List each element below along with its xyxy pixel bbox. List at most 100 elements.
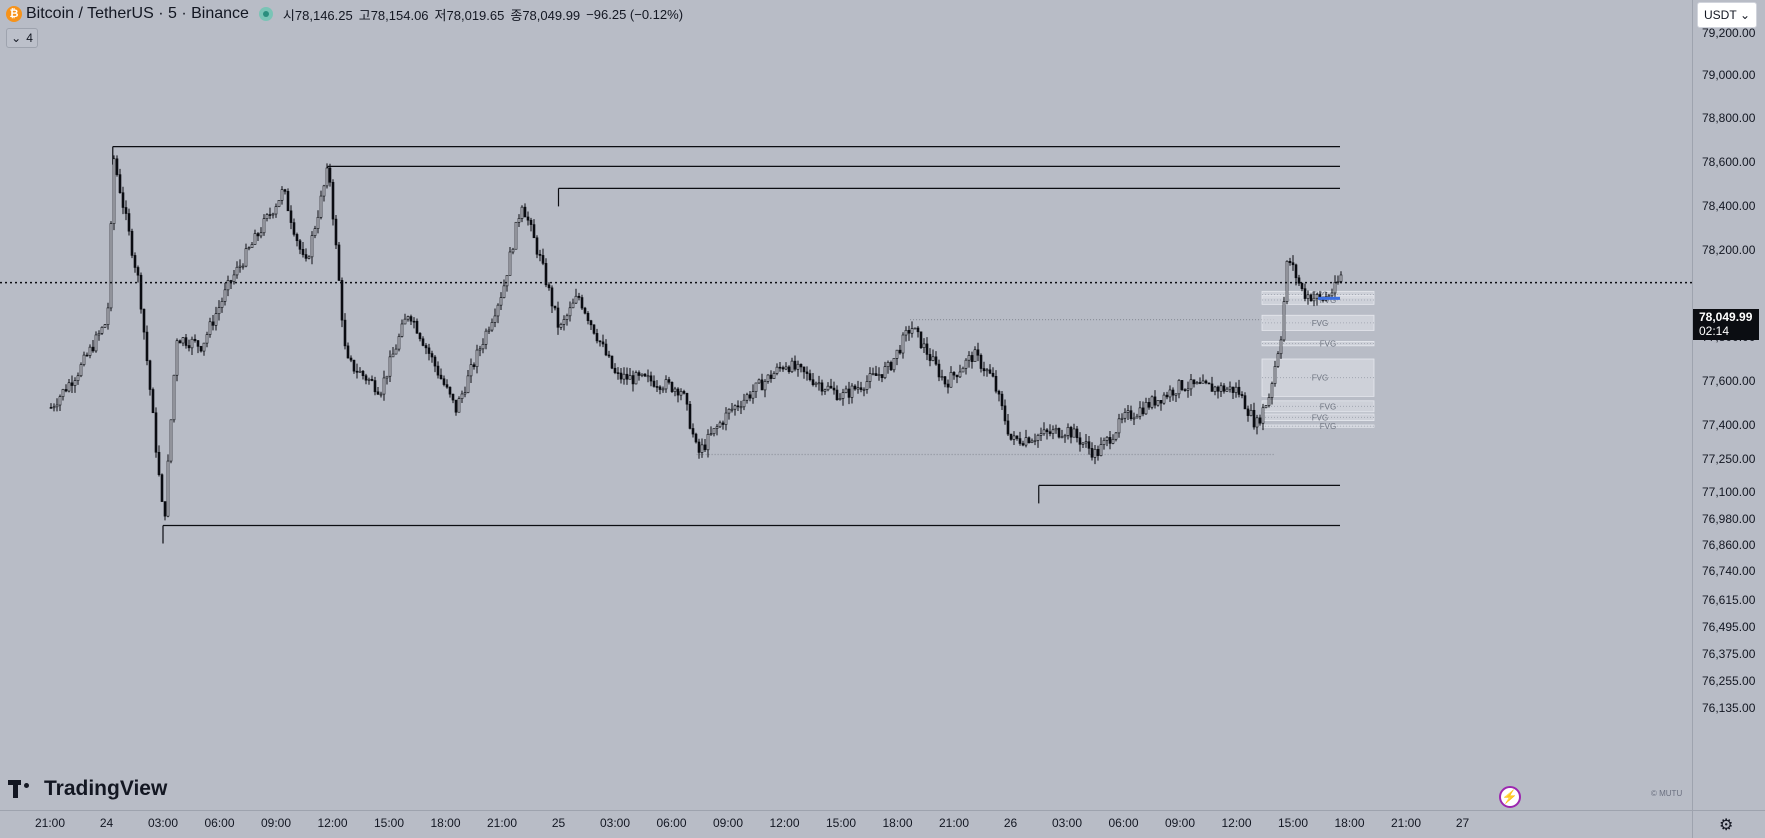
candle-body bbox=[943, 376, 947, 385]
candle-body bbox=[427, 347, 431, 354]
tradingview-logo[interactable]: TradingView bbox=[8, 777, 167, 801]
price-axis[interactable] bbox=[1692, 0, 1765, 810]
candle-body bbox=[505, 275, 509, 287]
candle bbox=[1240, 391, 1244, 399]
candle-body bbox=[790, 360, 794, 372]
candle bbox=[739, 400, 743, 414]
candle bbox=[1015, 435, 1019, 441]
candle bbox=[994, 370, 998, 394]
candle bbox=[1222, 383, 1226, 394]
candle-body bbox=[127, 213, 131, 232]
candle bbox=[973, 346, 977, 362]
candle bbox=[409, 314, 413, 325]
candle-body bbox=[1192, 379, 1196, 385]
candle-body bbox=[1003, 405, 1007, 422]
indicators-toggle[interactable]: ⌄ 4 bbox=[6, 28, 38, 48]
lightning-icon[interactable]: ⚡ bbox=[1499, 786, 1521, 808]
candle-body bbox=[931, 356, 935, 361]
candle bbox=[247, 246, 251, 251]
candle bbox=[1249, 404, 1253, 417]
time-tick-label: 15:00 bbox=[825, 816, 857, 830]
candle-body bbox=[526, 216, 530, 221]
candle-body bbox=[145, 331, 149, 362]
price-tick-label: 78,400.00 bbox=[1702, 199, 1756, 213]
candle-body bbox=[964, 359, 968, 369]
candle-body bbox=[520, 206, 524, 219]
currency-select[interactable]: USDT ⌄ bbox=[1697, 2, 1757, 28]
candle bbox=[127, 208, 131, 236]
candle-body bbox=[97, 333, 101, 336]
candle-body bbox=[448, 386, 452, 395]
candle bbox=[1198, 377, 1202, 385]
candle-body bbox=[1153, 396, 1157, 406]
candle bbox=[421, 336, 425, 347]
candle-body bbox=[514, 221, 518, 250]
time-tick-label: 26 bbox=[1003, 816, 1018, 830]
candle bbox=[1279, 336, 1283, 359]
candle bbox=[805, 366, 809, 381]
candle-body bbox=[391, 353, 395, 358]
candle bbox=[589, 319, 593, 331]
candle bbox=[415, 318, 419, 334]
gear-icon[interactable]: ⚙ bbox=[1719, 817, 1734, 834]
symbol-title[interactable]: Bitcoin / TetherUS · 5 · Binance bbox=[26, 5, 249, 22]
candle-body bbox=[70, 382, 74, 386]
candle-body bbox=[349, 357, 353, 361]
candle-body bbox=[715, 426, 719, 429]
candle bbox=[397, 333, 401, 352]
candle-body bbox=[1129, 410, 1133, 420]
candle bbox=[808, 369, 812, 382]
time-axis[interactable] bbox=[0, 810, 1692, 838]
candle-body bbox=[265, 214, 269, 219]
candle bbox=[883, 361, 887, 380]
candle-body bbox=[913, 327, 917, 330]
candle bbox=[949, 366, 953, 388]
time-tick-label: 09:00 bbox=[260, 816, 292, 830]
candle bbox=[1189, 373, 1193, 396]
candle bbox=[466, 369, 470, 394]
candle-body bbox=[724, 412, 728, 425]
price-chart[interactable]: FVGFVGFVGFVGFVGFVGFVGFVG bbox=[0, 0, 1692, 810]
time-tick-label: 15:00 bbox=[373, 816, 405, 830]
candle-body bbox=[1177, 380, 1181, 395]
candle bbox=[847, 381, 851, 405]
candle-body bbox=[1159, 400, 1163, 404]
candle-body bbox=[55, 404, 59, 408]
market-status-icon[interactable] bbox=[258, 7, 273, 21]
candle-body bbox=[118, 174, 122, 193]
candle bbox=[622, 367, 626, 385]
candle bbox=[724, 407, 728, 431]
candle bbox=[448, 386, 452, 398]
candle-body bbox=[958, 371, 962, 378]
candle-body bbox=[907, 330, 911, 334]
candle bbox=[886, 360, 890, 374]
candle-body bbox=[373, 380, 377, 393]
candle-body bbox=[364, 375, 368, 381]
candle bbox=[1303, 283, 1307, 302]
candle-body bbox=[1228, 386, 1232, 390]
candle bbox=[673, 386, 677, 397]
candle-body bbox=[82, 354, 86, 365]
candle bbox=[1042, 422, 1046, 436]
candle-body bbox=[676, 388, 680, 396]
candle bbox=[676, 387, 680, 403]
candle-body bbox=[493, 315, 497, 323]
candle bbox=[148, 359, 152, 396]
candle bbox=[250, 242, 254, 248]
candle bbox=[211, 314, 215, 331]
candle bbox=[1063, 433, 1067, 443]
candle-body bbox=[664, 379, 668, 390]
candle-body bbox=[1084, 441, 1088, 444]
candle-body bbox=[1027, 437, 1031, 443]
candle-body bbox=[598, 340, 602, 343]
candle-body bbox=[841, 392, 845, 399]
candle bbox=[379, 391, 383, 398]
candle bbox=[337, 241, 341, 282]
candle-body bbox=[73, 380, 77, 386]
candle bbox=[898, 345, 902, 355]
fvg-zone bbox=[1261, 424, 1375, 428]
candle bbox=[655, 380, 659, 393]
chevron-down-icon: ⌄ bbox=[11, 31, 22, 45]
candle-body bbox=[1168, 389, 1172, 398]
candle bbox=[1237, 379, 1241, 398]
